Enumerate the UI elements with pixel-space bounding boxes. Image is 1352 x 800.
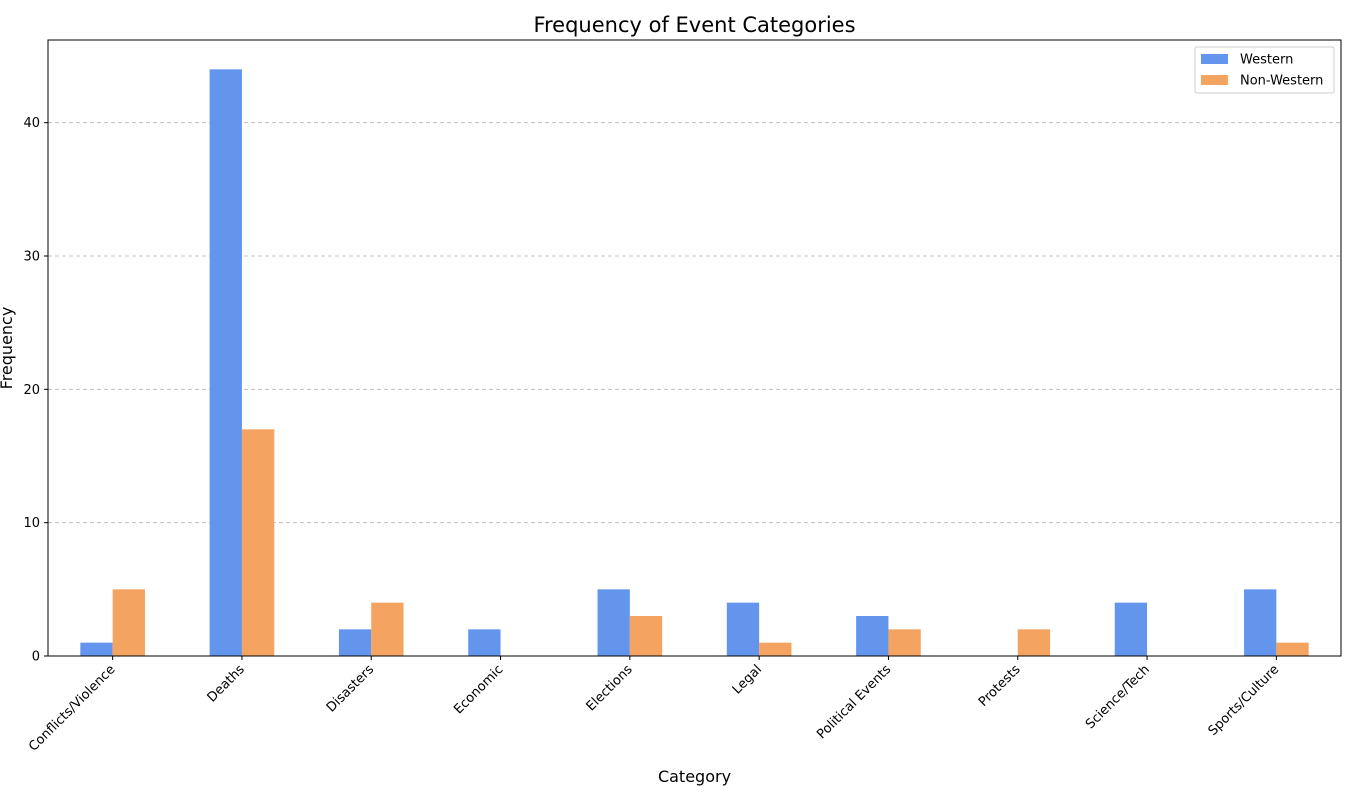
bar-western-9 [1244,589,1277,656]
bar-western-6 [856,616,889,656]
y-tick-label: 0 [32,650,40,665]
bar-non-western-2 [371,602,404,656]
bar-non-western-1 [241,429,275,656]
y-tick-label: 10 [23,516,40,531]
x-tick-label: Economic [451,662,506,717]
x-axis-ticks: Conflicts/Violence Deaths Disasters Economi… [26,656,1282,755]
y-axis-ticks: 0 10 20 30 40 [23,116,48,665]
legend-label: Non-Western [1240,74,1323,89]
legend-swatch [1201,75,1228,85]
grid-lines [48,122,1341,524]
plot-frame [47,39,1342,657]
bar-western-0 [80,642,113,656]
legend-box [1194,46,1335,94]
x-tick-label: Sports/Culture [1206,662,1283,739]
bars [80,69,1309,657]
legend-label: Western [1240,53,1293,68]
bar-western-2 [338,629,372,656]
bar-western-4 [597,589,630,656]
bar-western-3 [468,629,501,656]
x-tick-label: Disasters [324,662,377,715]
bar-non-western-4 [629,616,663,656]
bar-non-western-7 [1017,629,1051,656]
bar-western-5 [726,602,760,656]
x-tick-label: Deaths [205,662,248,705]
x-axis-label: Category [658,767,731,786]
x-tick-label: Political Events [814,662,894,742]
y-axis-label: Frequency [0,307,16,390]
bar-non-western-5 [759,642,792,656]
x-tick-label: Science/Tech [1083,662,1153,732]
y-tick-label: 30 [23,250,40,265]
bar-non-western-9 [1276,642,1309,656]
bar-western-1 [209,69,242,657]
x-tick-label: Elections [584,662,636,714]
bar-non-western-0 [112,589,145,656]
bar-western-8 [1114,602,1148,656]
x-tick-label: Protests [976,662,1024,710]
x-tick-label: Legal [730,662,765,697]
chart-title: Frequency of Event Categories [533,13,855,37]
legend: Western Non-Western [1194,46,1335,94]
y-tick-label: 40 [23,116,40,131]
x-tick-label: Conflicts/Violence [26,662,118,754]
y-tick-label: 20 [23,383,40,398]
bar-non-western-6 [888,629,921,656]
legend-swatch [1201,54,1228,64]
